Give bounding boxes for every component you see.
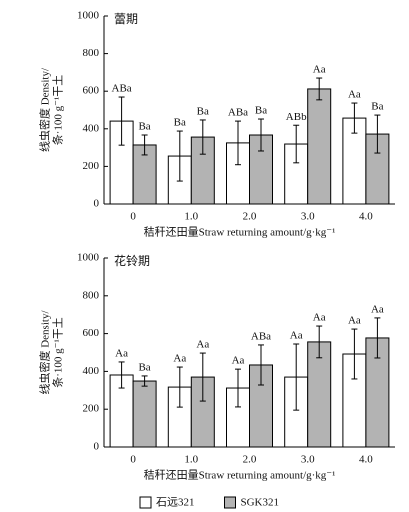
y-tick-label: 800 <box>83 47 100 59</box>
value-label: Aa <box>313 312 326 324</box>
y-tick-label: 400 <box>83 122 100 134</box>
x-tick-label: 3.0 <box>301 211 315 223</box>
x-tick-label: 1.0 <box>184 211 198 223</box>
x-tick-label: 3.0 <box>301 454 315 466</box>
panel-title: 花铃期 <box>114 253 150 268</box>
value-label: ABa <box>251 330 271 342</box>
x-axis-label: 秸秆还田量Straw returning amount/g·kg⁻¹ <box>144 226 336 239</box>
x-tick-label: 0 <box>130 454 136 466</box>
x-tick-label: 2.0 <box>243 211 257 223</box>
bar <box>307 88 332 205</box>
y-tick-label: 600 <box>83 85 100 97</box>
value-label: Ba <box>174 117 186 129</box>
legend-label: 石远321 <box>156 496 195 509</box>
value-label: ABa <box>112 83 132 95</box>
value-label: Aa <box>313 64 326 76</box>
value-label: Aa <box>348 315 361 327</box>
x-tick-label: 4.0 <box>359 211 373 223</box>
x-tick-label: 4.0 <box>359 454 373 466</box>
y-tick-label: 400 <box>83 365 100 377</box>
y-tick-label: 0 <box>94 198 100 210</box>
y-axis-label: 条·100 g⁻¹干土 <box>51 75 65 146</box>
value-label: Ba <box>138 361 150 373</box>
value-label: Aa <box>290 330 303 342</box>
value-label: Ba <box>197 105 209 117</box>
x-axis-label: 秸秆还田量Straw returning amount/g·kg⁻¹ <box>144 469 336 482</box>
value-label: Ba <box>371 101 383 113</box>
value-label: Aa <box>115 347 128 359</box>
value-label: Aa <box>371 303 384 315</box>
y-axis-label: 线虫密度 Density/ <box>38 67 52 152</box>
legend-swatch <box>139 496 152 509</box>
value-label: ABb <box>286 111 307 123</box>
y-axis-label: 条·100 g⁻¹干土 <box>51 317 65 388</box>
value-label: Ba <box>255 105 267 117</box>
value-label: Aa <box>232 355 245 367</box>
value-label: Aa <box>348 89 361 101</box>
legend-swatch <box>224 496 236 509</box>
legend-label: SGK321 <box>241 497 280 509</box>
y-tick-label: 200 <box>83 403 100 415</box>
x-tick-label: 1.0 <box>184 454 198 466</box>
value-label: Aa <box>173 353 186 365</box>
value-label: Aa <box>196 339 209 351</box>
bar <box>132 380 157 448</box>
y-tick-label: 800 <box>83 289 100 301</box>
value-label: ABa <box>228 107 248 119</box>
y-tick-label: 1000 <box>77 10 100 22</box>
y-tick-label: 600 <box>83 327 100 339</box>
y-axis-label: 线虫密度 Density/ <box>38 310 52 395</box>
value-label: Ba <box>138 121 150 133</box>
panel-title: 蕾期 <box>114 12 138 26</box>
y-tick-label: 200 <box>83 160 100 172</box>
y-tick-label: 0 <box>94 441 100 453</box>
x-tick-label: 0 <box>130 211 136 223</box>
y-tick-label: 1000 <box>77 252 100 264</box>
x-tick-label: 2.0 <box>243 454 257 466</box>
